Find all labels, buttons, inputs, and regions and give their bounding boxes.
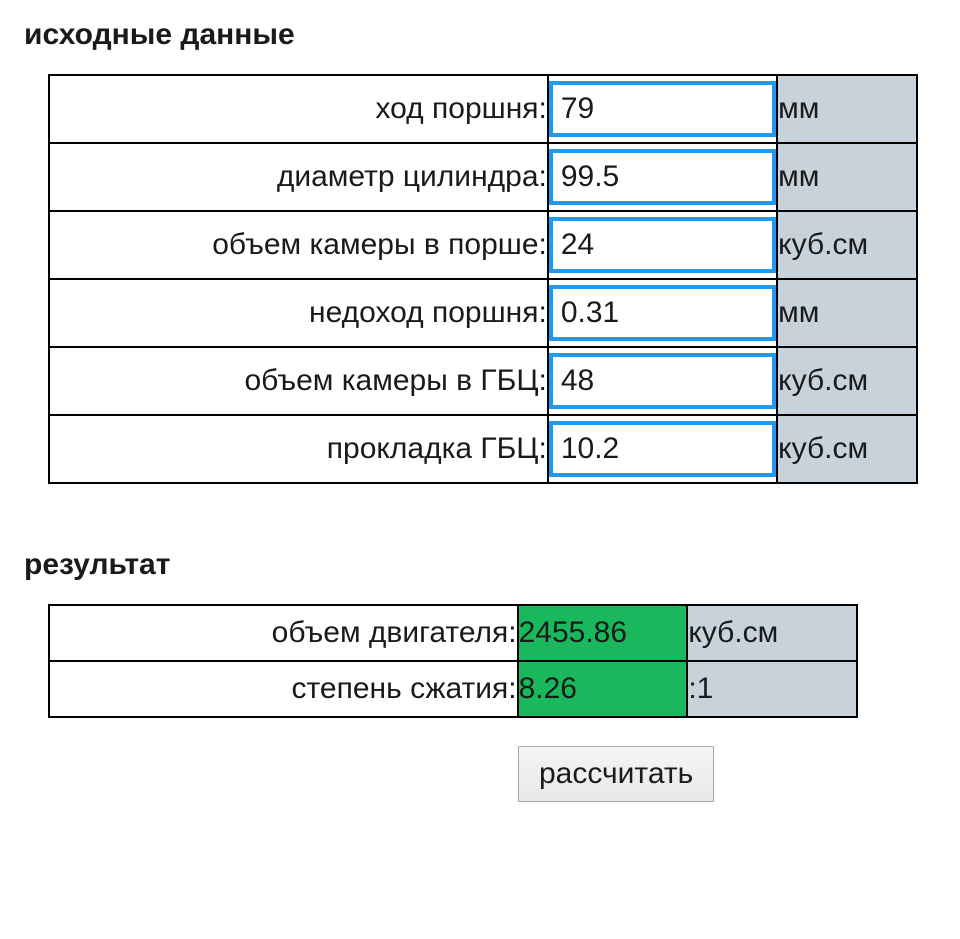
inputs-heading: исходные данные	[24, 18, 940, 52]
input-unit: куб.см	[777, 347, 917, 415]
input-label: ход поршня:	[49, 75, 548, 143]
input-unit: мм	[777, 75, 917, 143]
input-label: недоход поршня:	[49, 279, 548, 347]
input-value-cell	[548, 211, 777, 279]
input-unit: мм	[777, 143, 917, 211]
head-gasket-volume-input[interactable]	[549, 421, 776, 477]
compression-ratio-value: 8.26	[518, 661, 688, 717]
input-label: объем камеры в ГБЦ:	[49, 347, 548, 415]
result-unit: куб.см	[687, 605, 857, 661]
inputs-table: ход поршня: мм диаметр цилиндра: мм объе…	[48, 74, 918, 484]
result-unit: :1	[687, 661, 857, 717]
input-unit: куб.см	[777, 211, 917, 279]
input-unit: мм	[777, 279, 917, 347]
button-row: рассчитать	[48, 746, 858, 802]
result-label: объем двигателя:	[49, 605, 518, 661]
input-value-cell	[548, 347, 777, 415]
input-row: диаметр цилиндра: мм	[49, 143, 917, 211]
input-row: недоход поршня: мм	[49, 279, 917, 347]
input-label: диаметр цилиндра:	[49, 143, 548, 211]
input-value-cell	[548, 75, 777, 143]
input-label: объем камеры в порше:	[49, 211, 548, 279]
cylinder-diameter-input[interactable]	[549, 149, 776, 205]
result-heading: результат	[24, 548, 940, 582]
input-label: прокладка ГБЦ:	[49, 415, 548, 483]
result-label: степень сжатия:	[49, 661, 518, 717]
piston-stroke-input[interactable]	[549, 81, 776, 137]
result-row: объем двигателя: 2455.86 куб.см	[49, 605, 857, 661]
piston-undershoot-input[interactable]	[549, 285, 776, 341]
input-value-cell	[548, 279, 777, 347]
calculate-button[interactable]: рассчитать	[518, 746, 714, 802]
result-row: степень сжатия: 8.26 :1	[49, 661, 857, 717]
input-value-cell	[548, 143, 777, 211]
input-row: прокладка ГБЦ: куб.см	[49, 415, 917, 483]
input-unit: куб.см	[777, 415, 917, 483]
input-row: ход поршня: мм	[49, 75, 917, 143]
head-chamber-volume-input[interactable]	[549, 353, 776, 409]
input-row: объем камеры в ГБЦ: куб.см	[49, 347, 917, 415]
engine-volume-value: 2455.86	[518, 605, 688, 661]
input-value-cell	[548, 415, 777, 483]
result-table: объем двигателя: 2455.86 куб.см степень …	[48, 604, 858, 718]
input-row: объем камеры в порше: куб.см	[49, 211, 917, 279]
piston-chamber-volume-input[interactable]	[549, 217, 776, 273]
